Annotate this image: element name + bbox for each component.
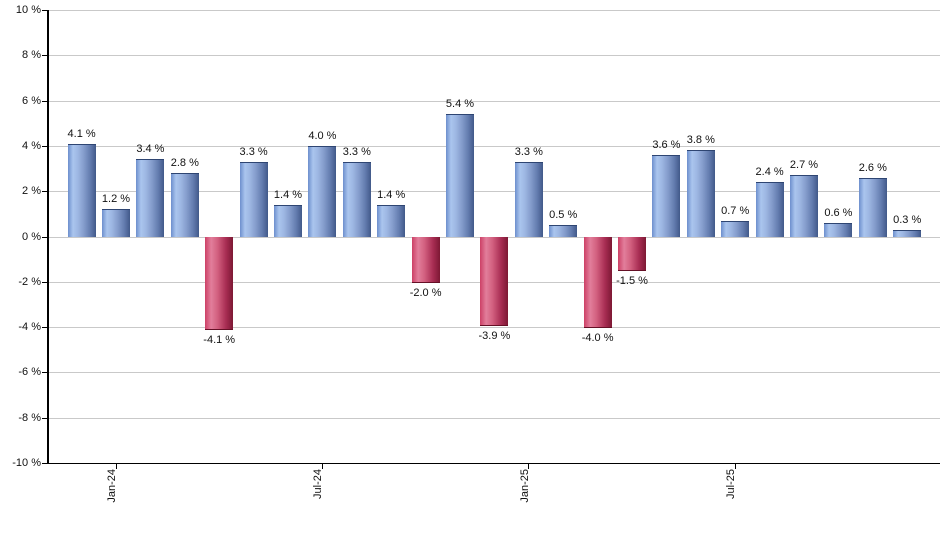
- y-axis-label: 10 %: [15, 4, 41, 16]
- x-axis-tick: [528, 463, 530, 469]
- gridline: [48, 372, 940, 374]
- y-axis-tick: [42, 463, 48, 464]
- bar-value-label: 2.4 %: [755, 166, 784, 179]
- y-axis-tick: [42, 10, 48, 11]
- bar-Aug-24: [342, 161, 371, 238]
- y-axis-tick: [42, 417, 48, 419]
- bar-Aug-25: [755, 182, 784, 238]
- y-axis-line: [47, 10, 49, 464]
- bar-value-label: 0.7 %: [721, 204, 750, 217]
- bar-value-label: -3.9 %: [478, 329, 511, 342]
- x-axis-label: Jul-24: [312, 469, 325, 499]
- bar-May-24: [239, 161, 268, 238]
- gridline: [48, 191, 940, 193]
- y-axis-label: 8 %: [22, 49, 41, 62]
- bar-value-label: 0.6 %: [824, 206, 853, 219]
- bar-value-label: 2.8 %: [170, 157, 199, 170]
- bar-Dec-23: [67, 143, 96, 238]
- bar-value-label: 3.3 %: [342, 145, 371, 158]
- bar-value-label: 0.5 %: [549, 209, 578, 222]
- y-axis-tick: [42, 281, 48, 283]
- bar-Nov-24: [446, 114, 474, 238]
- y-axis-tick: [42, 327, 48, 329]
- bar-Jul-24: [308, 145, 337, 238]
- bar-value-label: 3.8 %: [686, 134, 715, 147]
- x-axis-tick: [321, 463, 323, 469]
- x-axis-label: Jan-25: [518, 469, 531, 503]
- y-axis-tick: [42, 100, 48, 102]
- y-axis-label: -6 %: [18, 366, 41, 379]
- bar-Sep-24: [377, 204, 406, 238]
- x-axis-label: Jan-24: [106, 469, 118, 503]
- bar-value-label: 3.6 %: [652, 138, 681, 151]
- gridline: [48, 145, 940, 147]
- bar-value-label: 3.3 %: [239, 145, 268, 158]
- y-axis-tick: [42, 236, 48, 238]
- bar-value-label: 3.3 %: [514, 145, 543, 158]
- bar-May-25: [652, 154, 681, 238]
- bar-Jul-25: [721, 220, 750, 238]
- bar-value-label: 2.7 %: [789, 159, 819, 172]
- bar-value-label: 0.3 %: [893, 213, 922, 226]
- y-axis-label: -2 %: [18, 275, 41, 288]
- bar-Sep-25: [790, 175, 818, 238]
- bar-value-label: 1.4 %: [377, 188, 406, 201]
- gridline: [48, 55, 940, 57]
- bar-Mar-25: [583, 236, 612, 329]
- y-axis-tick: [42, 372, 48, 374]
- bar-Jan-25: [514, 161, 543, 238]
- bar-Feb-25: [549, 225, 578, 238]
- bar-Apr-24: [205, 236, 234, 331]
- bar-Oct-24: [411, 236, 440, 283]
- y-axis-tick: [42, 191, 48, 193]
- y-axis-label: -10 %: [12, 457, 41, 469]
- bar-value-label: 5.4 %: [445, 98, 475, 111]
- y-axis-tick: [42, 145, 48, 147]
- bar-Jun-25: [686, 150, 715, 238]
- bar-value-label: 1.2 %: [101, 193, 131, 206]
- y-axis-label: 4 %: [22, 139, 41, 152]
- y-axis-label: -4 %: [18, 321, 41, 334]
- bar-Feb-24: [136, 159, 165, 238]
- y-axis-label: -8 %: [18, 411, 41, 424]
- bar-value-label: 1.4 %: [273, 188, 303, 201]
- bar-Dec-25: [893, 229, 922, 238]
- bar-Dec-24: [480, 236, 509, 326]
- gridline: [48, 10, 940, 11]
- y-axis-label: 6 %: [22, 94, 41, 107]
- y-axis-tick: [42, 55, 48, 57]
- bar-value-label: -4.0 %: [581, 332, 614, 345]
- y-axis-label: 0 %: [22, 230, 41, 243]
- bar-value-label: -1.5 %: [616, 275, 648, 288]
- bar-Oct-25: [824, 222, 853, 238]
- bar-Nov-25: [858, 177, 887, 238]
- bar-value-label: 4.0 %: [308, 129, 337, 142]
- bar-value-label: -4.1 %: [203, 334, 236, 347]
- bar-value-label: 3.4 %: [136, 143, 165, 156]
- x-axis-label: Jul-25: [725, 469, 738, 499]
- plot-area: 4.1 % 1.2 % 3.4 % 2.8 % -4.1 % 3.3 % 1.4 % 4.0 …: [42, 10, 940, 503]
- x-axis-tick: [734, 463, 736, 469]
- x-axis-tick: [115, 463, 117, 469]
- y-axis-label: 2 %: [22, 185, 41, 198]
- bar-Apr-25: [618, 236, 646, 272]
- bar-Mar-24: [170, 173, 199, 238]
- bar-Jan-24: [102, 209, 130, 238]
- bar-value-label: 4.1 %: [67, 127, 96, 140]
- bar-value-label: -2.0 %: [409, 286, 442, 299]
- bar-Jun-24: [274, 204, 302, 238]
- gridline: [48, 327, 940, 329]
- x-axis-line: [47, 462, 940, 464]
- gridline: [48, 100, 940, 102]
- gridline: [48, 417, 940, 419]
- bar-value-label: 2.6 %: [858, 161, 887, 174]
